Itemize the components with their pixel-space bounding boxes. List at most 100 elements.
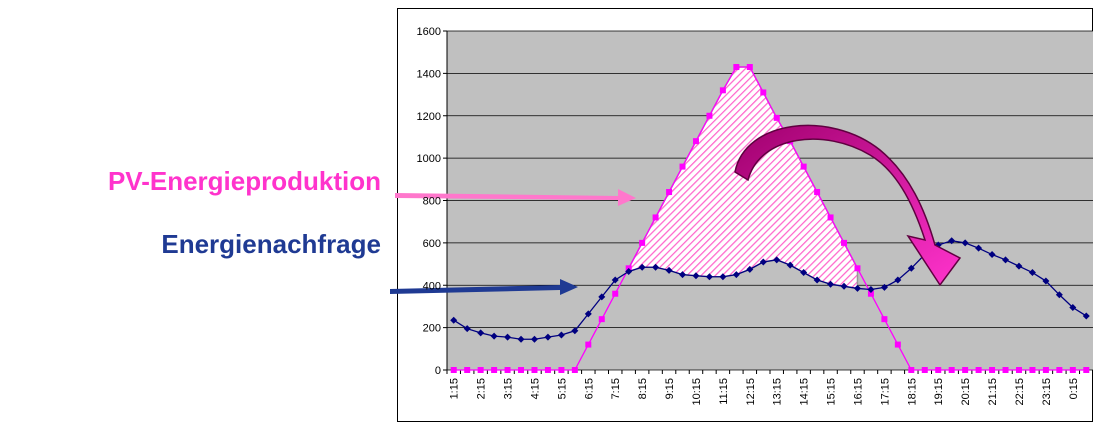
y-tick-label: 1000: [417, 153, 441, 165]
point: [827, 280, 835, 288]
x-tick-label: 3:15: [503, 378, 515, 399]
point: [760, 89, 767, 96]
point: [773, 114, 780, 121]
point: [491, 367, 498, 373]
y-tick-label: 200: [423, 323, 441, 335]
point: [935, 367, 942, 373]
point: [1069, 303, 1077, 311]
pv-arrow: [395, 189, 636, 206]
point: [571, 327, 579, 335]
point: [639, 239, 646, 246]
point: [598, 293, 606, 301]
point: [813, 276, 821, 284]
point: [544, 333, 552, 341]
x-tick-label: 9:15: [664, 378, 676, 399]
point: [1056, 367, 1063, 373]
x-tick-label: 6:15: [583, 378, 595, 399]
point: [880, 283, 888, 291]
point: [1015, 367, 1022, 373]
point: [692, 138, 699, 145]
point: [881, 316, 888, 323]
point: [1083, 367, 1090, 373]
x-tick-label: 15:15: [826, 378, 838, 406]
point: [853, 284, 861, 292]
point: [518, 367, 525, 373]
point: [544, 367, 551, 373]
point: [1029, 367, 1036, 373]
point: [827, 214, 834, 221]
point: [746, 265, 754, 273]
point: [504, 333, 512, 341]
x-tick-label: 23:15: [1041, 378, 1053, 406]
x-tick-label: 18:15: [906, 378, 918, 406]
y-tick-label: 400: [423, 280, 441, 292]
x-tick-label: 1:15: [449, 378, 461, 399]
point: [961, 239, 969, 247]
x-tick-label: 7:15: [610, 378, 622, 399]
demand-arrow: [390, 279, 578, 295]
x-tick-label: 2:15: [476, 378, 488, 399]
point: [666, 189, 673, 196]
point: [948, 237, 956, 245]
x-tick-label: 8:15: [637, 378, 649, 399]
point: [571, 367, 578, 373]
x-tick-label: 17:15: [879, 378, 891, 406]
x-tick-label: 10:15: [691, 378, 703, 406]
point: [719, 87, 726, 94]
point: [1082, 312, 1090, 320]
point: [867, 285, 875, 293]
x-tick-label: 4:15: [529, 378, 541, 399]
point: [948, 367, 955, 373]
point: [692, 272, 700, 280]
y-tick-label: 1200: [417, 111, 441, 123]
point: [854, 265, 861, 272]
point: [975, 244, 983, 252]
point: [719, 273, 727, 281]
point: [1028, 269, 1036, 277]
point: [477, 367, 484, 373]
x-tick-label: 13:15: [772, 378, 784, 406]
point: [463, 325, 471, 333]
point: [746, 64, 753, 71]
x-tick-label: 14:15: [799, 378, 811, 406]
point: [733, 64, 740, 71]
point: [531, 367, 538, 373]
point: [464, 367, 471, 373]
curved-arrow: [734, 124, 962, 287]
y-tick-label: 0: [435, 365, 441, 377]
point: [625, 267, 633, 275]
x-tick-label: 19:15: [933, 378, 945, 406]
point: [612, 290, 619, 297]
point: [800, 269, 808, 277]
point: [705, 273, 713, 281]
pv-label: PV-Energieproduktion: [108, 166, 381, 196]
x-tick-label: 22:15: [1014, 378, 1026, 406]
y-tick-label: 800: [423, 196, 441, 208]
x-tick-label: 0:15: [1068, 378, 1080, 399]
demand-label: Energienachfrage: [161, 229, 381, 259]
point: [975, 367, 982, 373]
point: [732, 271, 740, 279]
point: [530, 335, 538, 343]
point: [638, 263, 646, 271]
point: [706, 112, 713, 119]
point: [1055, 291, 1063, 299]
point: [450, 367, 457, 373]
x-tick-label: 12:15: [745, 378, 757, 406]
point: [989, 367, 996, 373]
point: [585, 341, 592, 348]
point: [1042, 367, 1049, 373]
point: [988, 251, 996, 259]
point: [800, 163, 807, 170]
x-tick-label: 11:15: [718, 378, 730, 405]
point: [504, 367, 511, 373]
y-tick-label: 1400: [417, 68, 441, 80]
point: [867, 290, 874, 297]
point: [907, 264, 915, 272]
point: [679, 163, 686, 170]
point: [773, 256, 781, 264]
point: [786, 261, 794, 269]
point: [584, 310, 592, 318]
point: [450, 316, 458, 324]
